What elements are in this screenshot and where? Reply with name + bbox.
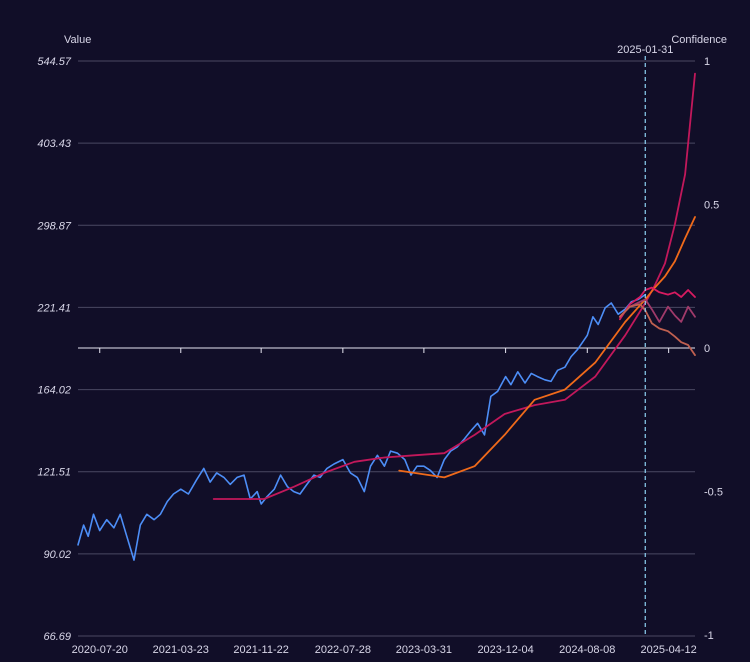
- series-line-forecast_c: [619, 286, 696, 321]
- series-line-actual: [77, 293, 647, 561]
- series-group: [77, 72, 696, 561]
- y2-tick-label-4: -1: [704, 630, 714, 642]
- x-tick-label-0: 2020-07-20: [72, 644, 128, 656]
- x-tick-label-4: 2023-03-31: [396, 644, 452, 656]
- y2-tick-label-2: 0: [704, 343, 710, 355]
- y2-axis-label: Confidence: [671, 34, 727, 46]
- series-line-forecast_e: [619, 303, 696, 357]
- x-ticks: 2020-07-20 2021-03-23 2021-11-22 2022-07-28…: [72, 347, 697, 656]
- y-ticks: 544.57 403.43 298.87 221.41 164.02 121.51 90.0…: [36, 56, 72, 643]
- marker-label: 2025-01-31: [617, 44, 673, 56]
- y-axis-label: Value: [64, 34, 91, 46]
- x-tick-label-6: 2024-08-08: [559, 644, 615, 656]
- y-tick-label-1: 403.43: [37, 138, 72, 150]
- y2-ticks: 1 0.5 0 -0.5 -1: [704, 56, 723, 642]
- date-marker: 2025-01-31: [617, 44, 673, 636]
- x-tick-label-7: 2025-04-12: [641, 644, 697, 656]
- y-tick-label-3: 221.41: [36, 302, 71, 314]
- grid: [78, 60, 695, 637]
- y-tick-label-2: 298.87: [36, 220, 72, 232]
- series-line-forecast_a: [212, 72, 696, 500]
- y-tick-label-6: 90.02: [43, 549, 71, 561]
- y-tick-label-7: 66.69: [43, 631, 71, 643]
- y2-tick-label-1: 0.5: [704, 200, 719, 212]
- y2-tick-label-3: -0.5: [704, 487, 723, 499]
- y2-tick-label-0: 1: [704, 56, 710, 68]
- y-tick-label-5: 121.51: [37, 467, 71, 479]
- x-tick-label-1: 2021-03-23: [153, 644, 209, 656]
- series-line-forecast_b: [398, 216, 696, 479]
- x-tick-label-5: 2023-12-04: [477, 644, 533, 656]
- y-tick-label-0: 544.57: [37, 56, 72, 68]
- series-line-forecast_d: [619, 298, 696, 323]
- x-tick-label-3: 2022-07-28: [315, 644, 371, 656]
- y-tick-label-4: 164.02: [37, 385, 71, 397]
- x-tick-label-2: 2021-11-22: [233, 644, 288, 656]
